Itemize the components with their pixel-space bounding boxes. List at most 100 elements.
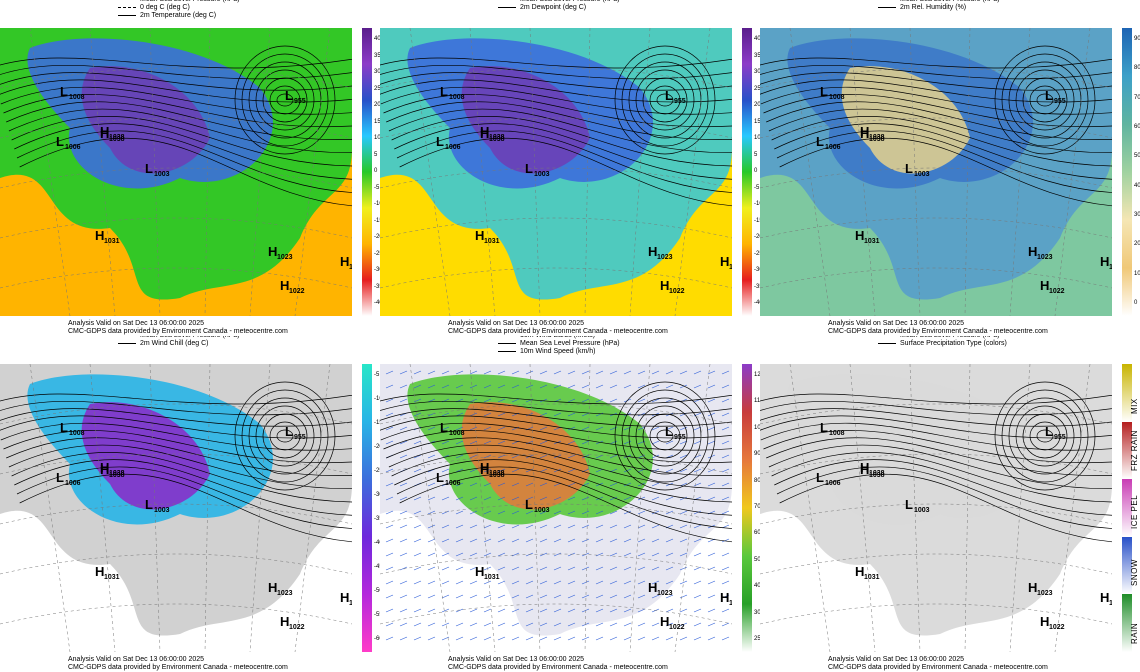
svg-text:955: 955: [294, 98, 306, 105]
svg-text:H: H: [100, 460, 109, 475]
svg-text:H: H: [1100, 590, 1109, 605]
pressure-center-low: L 955: [285, 424, 306, 441]
panel-legend: Mean Sea Level Pressure (hPa)2m Dewpoint…: [380, 0, 760, 30]
svg-text:1022: 1022: [1109, 264, 1112, 271]
panel-footer: Analysis Valid on Sat Dec 13 06:00:00 20…: [448, 320, 668, 336]
pressure-center-high: H 1038: [860, 462, 885, 479]
svg-text:H: H: [855, 564, 864, 579]
pressure-center-high: H 1031: [475, 564, 500, 581]
colorbar-tick-label: -35: [374, 283, 380, 290]
colorbar-tick-label: 10: [754, 135, 760, 141]
svg-text:L: L: [816, 134, 824, 149]
colorbar-tick-label: -30: [374, 492, 380, 498]
svg-text:1031: 1031: [104, 238, 120, 245]
colorbar-tick-label: 90: [1134, 36, 1140, 42]
svg-text:L: L: [56, 134, 64, 149]
colorbar-tick-label: -10: [754, 201, 760, 207]
svg-text:L: L: [875, 650, 883, 652]
legend-line-icon: [498, 350, 516, 352]
svg-text:H: H: [860, 126, 869, 141]
legend-label: Mean Sea Level Pressure (hPa): [520, 0, 620, 3]
svg-text:1022: 1022: [669, 624, 685, 631]
svg-text:H: H: [322, 314, 331, 316]
pressure-center-high: H1018: [1082, 650, 1091, 652]
legend-label: Mean Sea Level Pressure (hPa): [140, 0, 240, 3]
svg-text:H: H: [1028, 580, 1037, 595]
footer-line: Analysis Valid on Sat Dec 13 06:00:00 20…: [68, 656, 205, 663]
svg-text:1022: 1022: [1049, 288, 1065, 295]
svg-text:L: L: [665, 88, 673, 103]
pressure-center-low: L1013: [495, 650, 503, 652]
legend-entry: 10m Wind Barbs (knots): [498, 336, 595, 340]
precip-type-label: ICE PEL: [1130, 494, 1139, 529]
svg-text:1008: 1008: [69, 94, 85, 101]
svg-text:H: H: [95, 564, 104, 579]
svg-text:1023: 1023: [657, 254, 673, 261]
colorbar-tick-label: 60: [754, 530, 760, 537]
pressure-center-low: L 1003: [145, 161, 170, 178]
pressure-center-low: L 1003: [905, 497, 930, 514]
svg-text:1038: 1038: [489, 134, 505, 141]
colorbar: [362, 364, 372, 652]
colorbar-tick-label: 60: [1134, 124, 1140, 130]
colorbar-tick-label: 25: [754, 85, 760, 92]
pressure-center-low: L1013: [495, 314, 503, 316]
svg-text:H: H: [1040, 278, 1049, 293]
pressure-center-low: L 955: [665, 424, 686, 441]
pressure-center-high: H 1038: [100, 460, 125, 477]
svg-text:1031: 1031: [484, 238, 500, 245]
colorbar-tick-label: -45: [374, 564, 380, 570]
colorbar-tick-label: -20: [374, 444, 380, 450]
svg-text:1023: 1023: [1037, 254, 1053, 261]
pressure-center-high: H 1038: [100, 462, 125, 479]
footer-line: Analysis Valid on Sat Dec 13 06:00:00 20…: [448, 656, 585, 663]
legend-label: 2m Rel. Humidity (%): [900, 4, 967, 11]
pressure-center-high: H 1023: [648, 580, 673, 597]
pressure-center-low: L 955: [665, 88, 686, 105]
colorbar: [362, 28, 372, 316]
pressure-center-low: L 1008: [440, 420, 465, 437]
svg-text:L: L: [1045, 88, 1053, 103]
map-view: L 1008 L 1006 H 1038 H 1038 L 1003 L 955 H 1031 H 1023 H…: [0, 28, 352, 316]
svg-text:H: H: [1028, 244, 1037, 259]
colorbar-tick-label: 0: [1134, 300, 1138, 306]
precip-type-swatch: [1122, 594, 1132, 652]
svg-text:1023: 1023: [277, 590, 293, 597]
footer-line: CMC-GDPS data provided by Environment Ca…: [448, 328, 668, 335]
legend-entry: Mean Sea Level Pressure (hPa): [878, 0, 1000, 4]
colorbar-tick-label: 30: [754, 609, 760, 616]
svg-text:L: L: [525, 161, 533, 176]
svg-text:L: L: [816, 470, 824, 485]
colorbar-tick-label: 30: [1134, 212, 1140, 218]
svg-text:1038: 1038: [869, 134, 885, 141]
colorbar-tick-label: 10: [374, 135, 380, 141]
pressure-center-high: H 1038: [860, 126, 885, 143]
svg-text:H: H: [860, 124, 869, 139]
svg-text:1008: 1008: [829, 430, 845, 437]
colorbar-tick-label: -5: [374, 372, 380, 378]
colorbar-tick-label: 70: [754, 504, 760, 510]
colorbar-tick-label: 5: [754, 151, 758, 158]
colorbar: [742, 28, 752, 316]
legend-label: Mean Sea Level Pressure (hPa): [900, 336, 1000, 339]
svg-text:L: L: [440, 420, 448, 435]
isobar-lines: [760, 381, 1112, 543]
svg-text:H: H: [100, 462, 109, 477]
pressure-center-low: L 1006: [56, 470, 81, 487]
legend-entry: 2m Rel. Humidity (%): [878, 4, 966, 12]
precip-type-swatch: [1122, 364, 1132, 422]
colorbar-tick-label: -40: [374, 300, 380, 306]
colorbar-tick-label: 40: [374, 36, 380, 42]
colorbar-tick-label: 35: [374, 52, 380, 59]
svg-text:1038: 1038: [109, 136, 125, 143]
svg-text:1003: 1003: [534, 507, 550, 514]
svg-text:1022: 1022: [729, 600, 732, 607]
svg-text:L: L: [440, 84, 448, 99]
footer-line: Analysis Valid on Sat Dec 13 06:00:00 20…: [448, 320, 585, 327]
legend-line-icon: [878, 342, 896, 344]
colorbar-tick-label: -25: [754, 250, 760, 257]
